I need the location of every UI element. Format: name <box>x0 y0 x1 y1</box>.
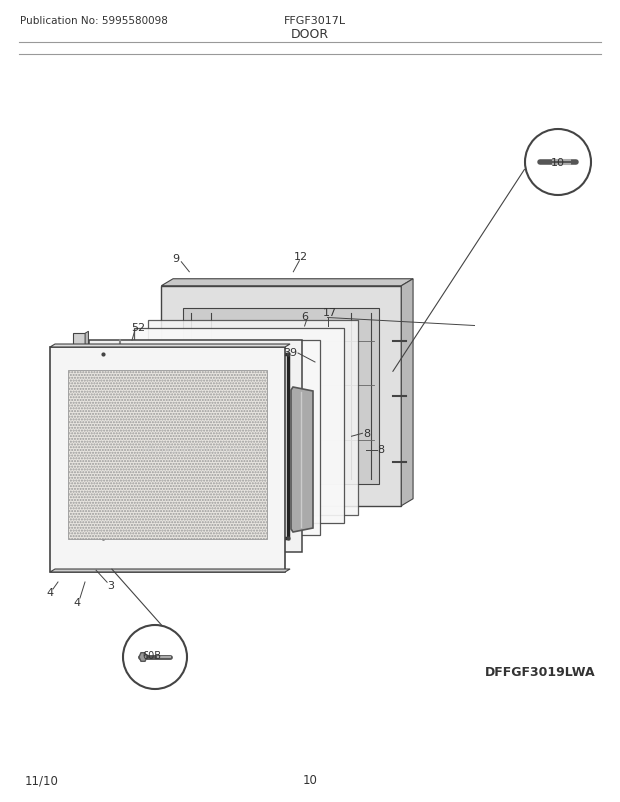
Text: 17: 17 <box>322 308 337 318</box>
Text: DOOR: DOOR <box>291 28 329 42</box>
Polygon shape <box>50 569 290 573</box>
Text: 4: 4 <box>73 597 81 607</box>
Circle shape <box>525 130 591 196</box>
Polygon shape <box>89 341 301 553</box>
Polygon shape <box>184 308 379 484</box>
Text: 10: 10 <box>303 774 317 787</box>
Text: 6: 6 <box>301 312 308 322</box>
Polygon shape <box>161 286 401 506</box>
Text: DFFGF3019LWA: DFFGF3019LWA <box>484 666 595 678</box>
Polygon shape <box>68 371 267 539</box>
Text: Publication No: 5995580098: Publication No: 5995580098 <box>20 16 168 26</box>
Circle shape <box>123 626 187 689</box>
Text: 4: 4 <box>46 587 53 597</box>
Text: 10: 10 <box>551 158 565 168</box>
Polygon shape <box>161 279 413 286</box>
Polygon shape <box>139 653 147 662</box>
Text: 52: 52 <box>131 322 145 333</box>
Text: FFGF3017L: FFGF3017L <box>284 16 346 26</box>
Polygon shape <box>133 329 343 524</box>
Polygon shape <box>120 340 319 535</box>
Polygon shape <box>102 354 288 538</box>
Text: 3: 3 <box>108 581 115 590</box>
Polygon shape <box>401 279 413 506</box>
Polygon shape <box>291 387 313 533</box>
Text: 9: 9 <box>173 253 180 263</box>
Text: 60B: 60B <box>143 650 161 660</box>
Polygon shape <box>73 334 85 558</box>
Text: 11/10: 11/10 <box>25 774 59 787</box>
Polygon shape <box>50 345 290 347</box>
Text: 8: 8 <box>378 445 385 455</box>
Text: 12: 12 <box>294 252 308 261</box>
Polygon shape <box>148 320 358 515</box>
Polygon shape <box>50 347 285 573</box>
Polygon shape <box>85 332 89 558</box>
Text: 8: 8 <box>363 429 370 439</box>
Text: 39: 39 <box>283 347 297 358</box>
Text: eReplacementParts.com: eReplacementParts.com <box>141 445 268 455</box>
